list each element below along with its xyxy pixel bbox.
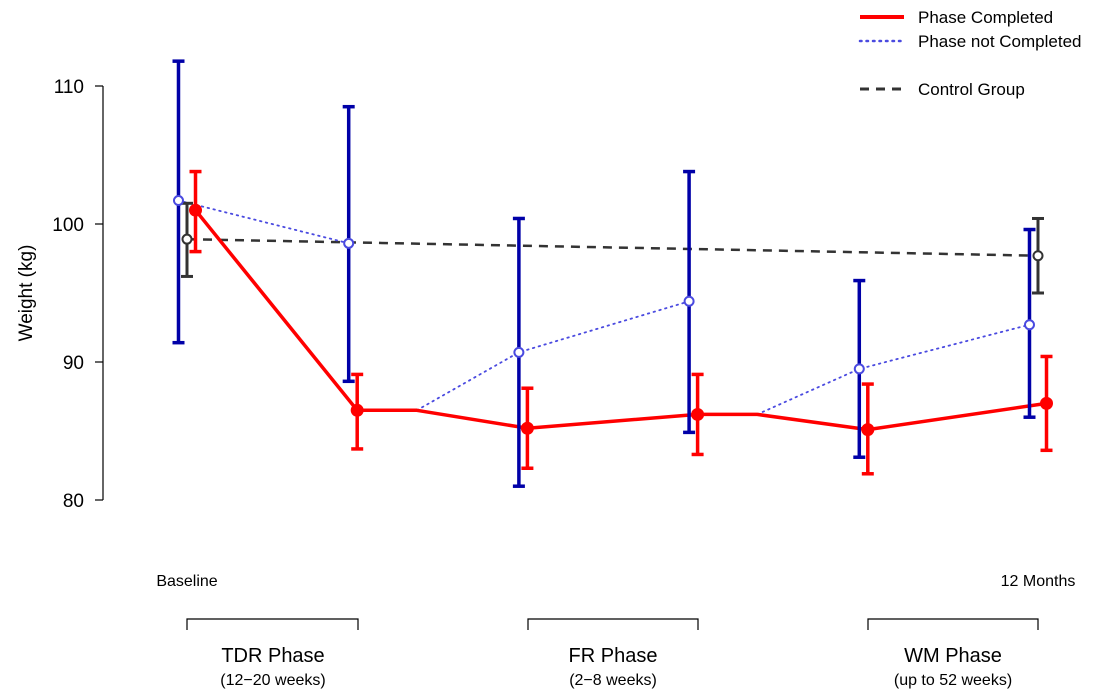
- legend-label-completed: Phase Completed: [918, 8, 1053, 27]
- not-completed-point-2: [513, 346, 525, 358]
- completed-point-0: [189, 203, 203, 217]
- baseline-label: Baseline: [156, 573, 217, 590]
- not-completed-point-3: [683, 295, 695, 307]
- y-axis: 80 90 100 110 Weight (kg): [16, 77, 104, 512]
- y-tick-label-100: 100: [52, 215, 84, 236]
- not-completed-point-5: [1023, 319, 1035, 331]
- phase-wm-name: WM Phase: [904, 645, 1002, 667]
- bracket-wm: [867, 618, 1039, 630]
- twelve-months-label: 12 Months: [1001, 573, 1076, 590]
- phase-fr-name: FR Phase: [569, 645, 658, 667]
- y-tick-label-110: 110: [54, 77, 84, 98]
- legend-label-control: Control Group: [918, 80, 1025, 99]
- bracket-tdr: [186, 618, 359, 630]
- not-completed-point-0: [172, 195, 184, 207]
- plot-area: [172, 59, 1054, 488]
- phase-tdr-duration: (12−20 weeks): [220, 672, 325, 689]
- phase-bracket-tdr: TDR Phase (12−20 weeks): [186, 618, 359, 689]
- not-completed-line-segment-1: [415, 300, 690, 412]
- y-axis-label: Weight (kg): [16, 245, 37, 342]
- y-tick-label-90: 90: [63, 353, 84, 374]
- legend-label-not-completed: Phase not Completed: [918, 32, 1082, 51]
- control-point-0: [181, 233, 193, 245]
- phase-wm-duration: (up to 52 weeks): [894, 672, 1012, 689]
- phase-bracket-wm: WM Phase (up to 52 weeks): [867, 618, 1039, 689]
- completed-point-2: [520, 421, 534, 435]
- y-tick-label-80: 80: [63, 491, 84, 512]
- completed-line: [194, 209, 1047, 432]
- phase-fr-duration: (2−8 weeks): [569, 672, 657, 689]
- completed-point-1: [350, 403, 364, 417]
- phase-bracket-fr: FR Phase (2−8 weeks): [527, 618, 699, 689]
- control-point-1: [1032, 250, 1044, 262]
- legend: Phase Completed Phase not Completed Cont…: [858, 8, 1082, 99]
- bracket-fr: [527, 618, 699, 630]
- completed-point-3: [691, 407, 705, 421]
- completed-point-5: [1040, 396, 1054, 410]
- not-completed-line-segment-2: [756, 323, 1031, 416]
- control-group-line: [186, 237, 1039, 257]
- not-completed-point-1: [343, 237, 355, 249]
- not-completed-line-segment-0: [177, 199, 350, 245]
- not-completed-point-4: [853, 363, 865, 375]
- completed-point-4: [861, 423, 875, 437]
- phase-tdr-name: TDR Phase: [221, 645, 324, 667]
